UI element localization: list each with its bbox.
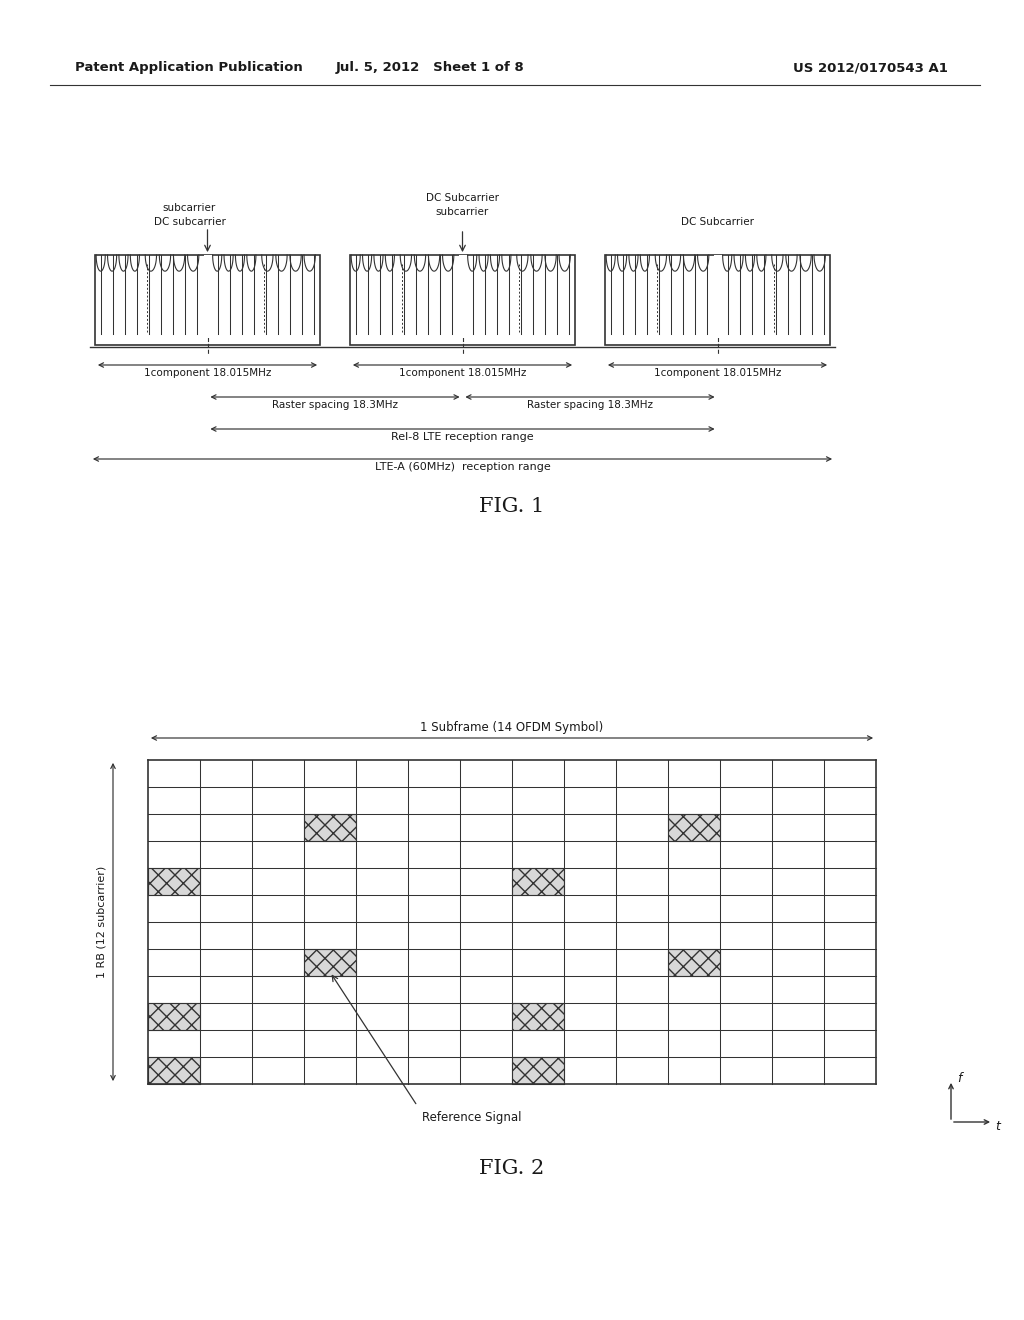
Text: 1component 18.015MHz: 1component 18.015MHz (143, 368, 271, 378)
Text: FIG. 2: FIG. 2 (479, 1159, 545, 1177)
Bar (304, 949, 356, 975)
Text: 1 RB (12 subcarrier): 1 RB (12 subcarrier) (96, 866, 106, 978)
Text: f: f (957, 1072, 962, 1085)
Text: Patent Application Publication: Patent Application Publication (75, 62, 303, 74)
Bar (459, 255, 467, 338)
Bar (668, 949, 720, 975)
Bar (714, 255, 722, 338)
Text: Reference Signal: Reference Signal (422, 1111, 522, 1125)
Text: DC Subcarrier: DC Subcarrier (681, 216, 754, 227)
Bar (512, 869, 564, 895)
Bar (512, 1003, 564, 1030)
Text: Raster spacing 18.3MHz: Raster spacing 18.3MHz (272, 400, 398, 411)
Text: Jul. 5, 2012   Sheet 1 of 8: Jul. 5, 2012 Sheet 1 of 8 (336, 62, 524, 74)
Text: Rel-8 LTE reception range: Rel-8 LTE reception range (391, 432, 534, 442)
Bar (148, 1003, 200, 1030)
Text: FIG. 1: FIG. 1 (479, 498, 545, 516)
Text: Raster spacing 18.3MHz: Raster spacing 18.3MHz (527, 400, 653, 411)
Text: 1 Subframe (14 OFDM Symbol): 1 Subframe (14 OFDM Symbol) (421, 721, 603, 734)
Bar (512, 1057, 564, 1084)
Text: DC subcarrier: DC subcarrier (154, 216, 225, 227)
Text: 1component 18.015MHz: 1component 18.015MHz (653, 368, 781, 378)
Text: DC Subcarrier: DC Subcarrier (426, 193, 499, 203)
Text: US 2012/0170543 A1: US 2012/0170543 A1 (793, 62, 947, 74)
Text: LTE-A (60MHz)  reception range: LTE-A (60MHz) reception range (375, 462, 550, 473)
Bar (668, 814, 720, 841)
Text: subcarrier: subcarrier (436, 207, 489, 216)
Bar (605, 255, 830, 345)
Text: 1component 18.015MHz: 1component 18.015MHz (398, 368, 526, 378)
Bar (304, 814, 356, 841)
Text: subcarrier: subcarrier (163, 203, 216, 213)
Bar (148, 1057, 200, 1084)
Bar (350, 255, 575, 345)
Text: t: t (995, 1119, 999, 1133)
Bar (148, 869, 200, 895)
Bar (95, 255, 319, 345)
Bar (204, 255, 212, 338)
